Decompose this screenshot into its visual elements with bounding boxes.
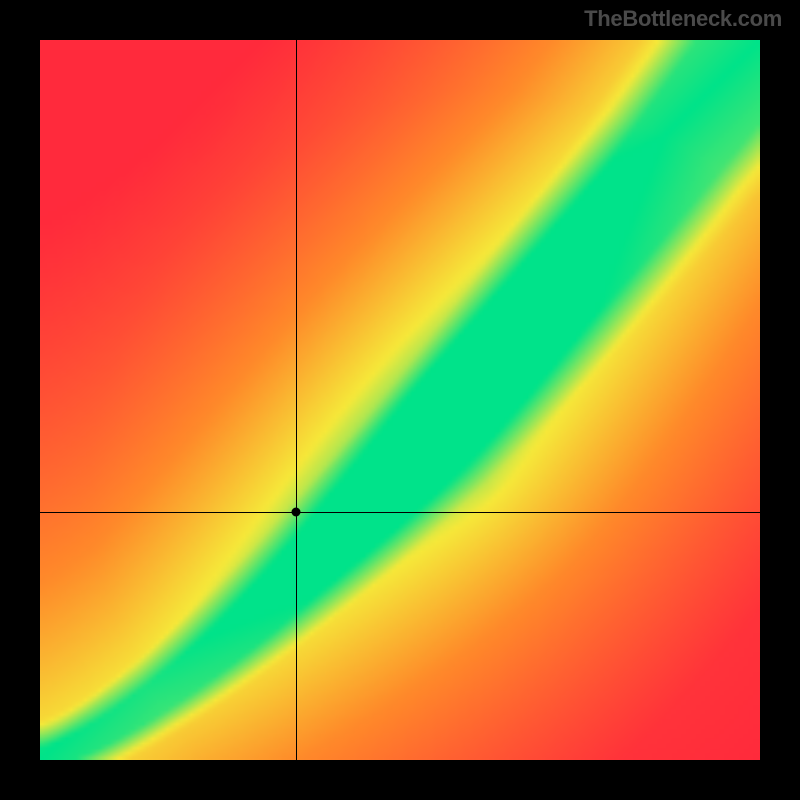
heatmap-canvas <box>40 40 760 760</box>
crosshair-horizontal <box>40 512 760 513</box>
chart-container: TheBottleneck.com <box>0 0 800 800</box>
crosshair-vertical <box>296 40 297 760</box>
watermark-label: TheBottleneck.com <box>584 6 782 32</box>
plot-frame <box>40 40 760 760</box>
marker-dot <box>291 507 300 516</box>
